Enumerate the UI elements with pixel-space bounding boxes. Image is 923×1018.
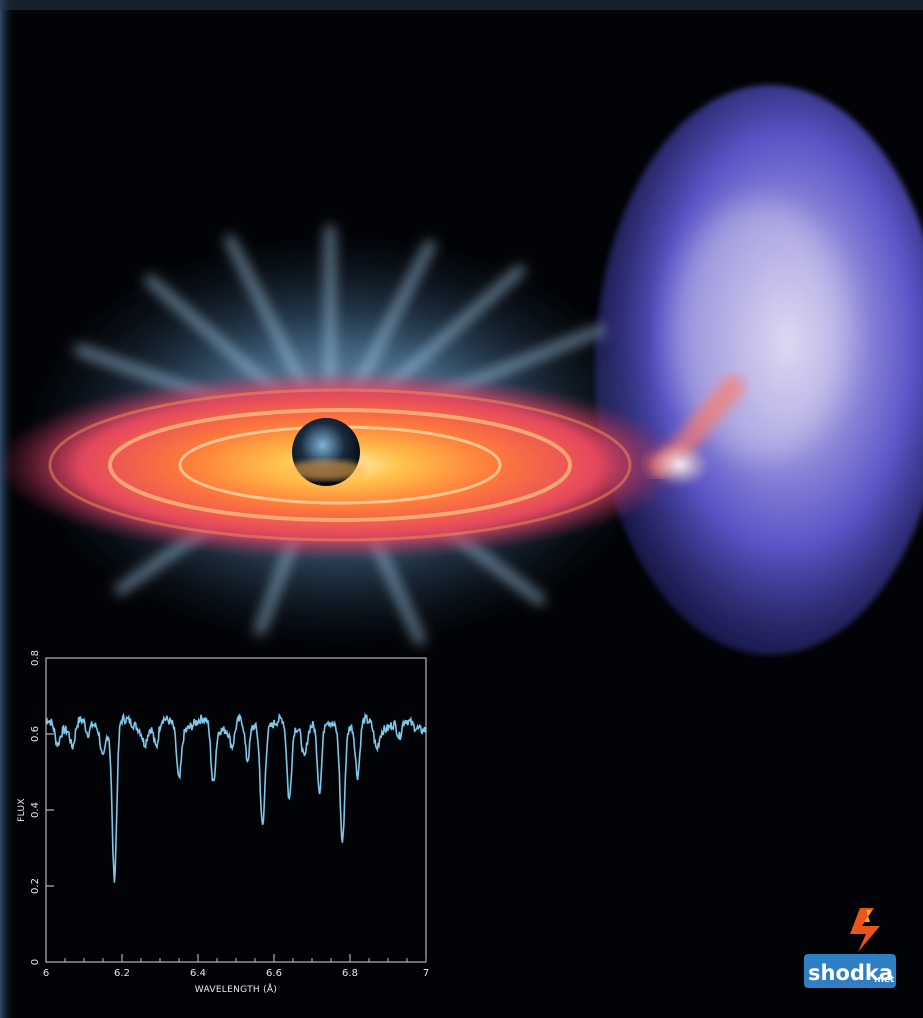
y-tick-label: 0 <box>30 959 41 965</box>
x-tick-label: 6.4 <box>190 968 206 979</box>
y-tick-label: 0.4 <box>30 802 41 818</box>
y-axis-label: FLUX <box>17 798 27 822</box>
black-hole <box>286 418 366 486</box>
logo-suffix-text: .net <box>874 975 895 985</box>
x-tick-label: 6.6 <box>266 968 282 979</box>
spectrum-chart: 6 6.2 6.4 6.6 6.8 7 0 0.2 0.4 0.6 0.8 WAVELENGTH (… <box>17 650 429 995</box>
y-tick-label: 0.8 <box>30 650 41 666</box>
y-tick-label: 0.6 <box>30 726 41 742</box>
logo-main-text: shodka <box>808 961 893 985</box>
y-tick-label: 0.2 <box>30 878 41 894</box>
plot-frame <box>45 657 427 963</box>
x-tick-label: 6.2 <box>114 968 130 979</box>
spectrum-line <box>45 712 427 883</box>
x-tick-label: 7 <box>423 968 429 979</box>
x-axis-label: WAVELENGTH (Å) <box>195 983 277 995</box>
shodka-logo: shodka .net <box>804 908 896 988</box>
x-tick-label: 6.8 <box>342 968 358 979</box>
x-tick-label: 6 <box>43 968 49 979</box>
logo-arrow-icon <box>850 908 880 952</box>
